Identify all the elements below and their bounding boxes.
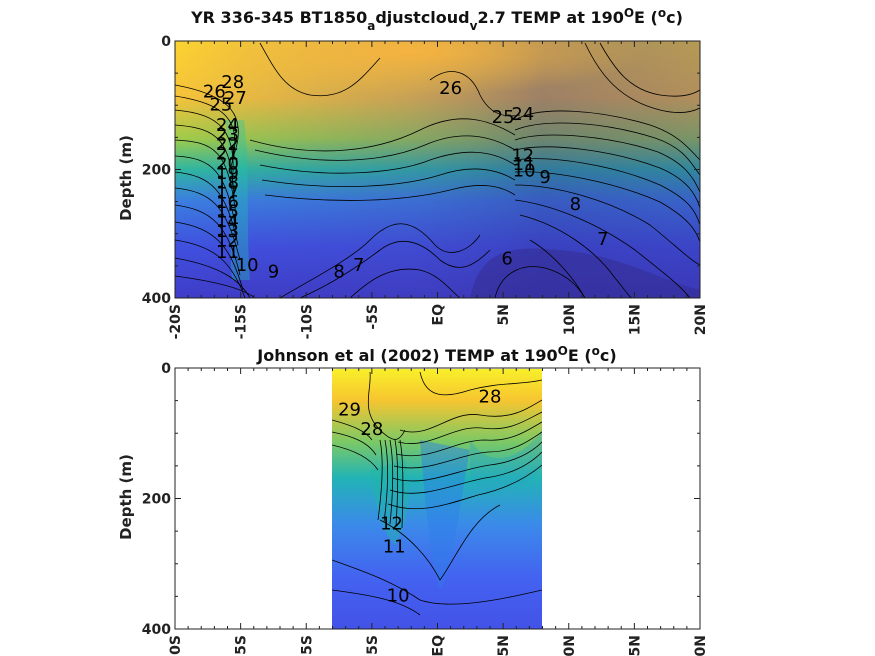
top-y-axis-label: Depth (m) xyxy=(117,135,135,221)
top-x-tick-label: -5S xyxy=(365,304,381,330)
top-colour-field xyxy=(175,41,700,298)
bottom-x-tick-label: 5S xyxy=(234,635,250,655)
bottom-x-tick-label: 5N xyxy=(496,635,512,656)
top-contour-label: 25 xyxy=(209,94,232,115)
top-contour-label: 23 xyxy=(216,124,239,145)
top-contour-label: 7 xyxy=(597,229,608,250)
bottom-x-tick-label: 5N xyxy=(627,635,643,656)
bottom-contour-label: 11 xyxy=(383,536,406,557)
bottom-x-tick-label: 0S xyxy=(168,635,184,655)
bottom-y-tick-label: 200 xyxy=(142,492,171,508)
top-contour-label: 8 xyxy=(570,194,581,215)
top-contour-label: 6 xyxy=(501,248,512,269)
bottom-contour-label: 28 xyxy=(360,419,383,440)
top-contour-label: 27 xyxy=(224,88,247,109)
top-contour-label: 13 xyxy=(216,221,239,242)
top-axis-ticks: -20S -15S -10S -5S EQ 5N 10N 15N 20N 0 200 400 xyxy=(142,34,709,339)
top-y-tick-label: 400 xyxy=(142,291,171,307)
bottom-axis-ticks: 0S 5S 5S 5S EQ 5N 0N 5N 0N 0 200 400 xyxy=(142,361,709,656)
top-x-tick-label: 10N xyxy=(562,304,578,335)
top-contour-label: 24 xyxy=(216,115,239,136)
top-contour-label: 16 xyxy=(216,192,239,213)
top-contour-label: 26 xyxy=(439,78,462,99)
bottom-x-tick-label: 0N xyxy=(562,635,578,656)
bottom-contour-label: 29 xyxy=(338,399,361,420)
bottom-y-tick-label: 0 xyxy=(161,361,171,377)
top-contour-label: 12 xyxy=(216,230,239,251)
bottom-x-tick-label: 5S xyxy=(299,635,315,655)
top-x-tick-label: -10S xyxy=(299,304,315,339)
top-contour-label: 7 xyxy=(353,255,364,276)
top-contour-label: 9 xyxy=(539,167,550,188)
top-panel: YR 336-345 BT1850adjustcloudv2.7 TEMP at… xyxy=(117,6,709,339)
top-contour-label: 28 xyxy=(221,72,244,93)
bottom-x-tick-label: 0N xyxy=(693,635,709,656)
top-contour-label: 15 xyxy=(216,202,239,223)
bottom-y-tick-label: 400 xyxy=(142,622,171,638)
bottom-chart-title: Johnson et al (2002) TEMP at 190OE (oc) xyxy=(256,344,616,365)
bottom-panel: Johnson et al (2002) TEMP at 190OE (oc) xyxy=(117,344,709,656)
bottom-contour-label: 28 xyxy=(479,386,502,407)
top-x-tick-label: -20S xyxy=(168,304,184,339)
top-contour-label: 22 xyxy=(216,134,239,155)
bottom-x-tick-label: EQ xyxy=(431,635,447,656)
top-contour-label: 18 xyxy=(216,173,239,194)
top-x-tick-label: 20N xyxy=(693,304,709,335)
bottom-x-tick-label: 5S xyxy=(365,635,381,655)
top-contour-lines xyxy=(175,42,700,298)
top-x-tick-label: 5N xyxy=(496,304,512,325)
top-contour-label: 9 xyxy=(268,261,279,282)
top-contour-label: 11 xyxy=(216,242,239,263)
top-contour-label: 26 xyxy=(203,81,226,102)
bottom-y-axis-label: Depth (m) xyxy=(117,454,135,540)
top-contour-label: 10 xyxy=(236,255,259,276)
bottom-colour-field xyxy=(332,369,542,629)
top-contour-label: 19 xyxy=(216,163,239,184)
top-contour-label: 12 xyxy=(511,146,534,167)
top-contour-label: 11 xyxy=(513,154,536,175)
top-x-tick-label: -15S xyxy=(234,304,250,339)
top-y-tick-label: 0 xyxy=(161,34,171,50)
top-contour-label: 8 xyxy=(333,261,344,282)
top-contour-label: 21 xyxy=(216,144,239,165)
top-chart-title: YR 336-345 BT1850adjustcloudv2.7 TEMP at… xyxy=(190,6,683,33)
top-contour-label: 20 xyxy=(216,153,239,174)
top-x-tick-label: 15N xyxy=(627,304,643,335)
top-x-tick-label: EQ xyxy=(431,304,447,326)
top-contour-label: 24 xyxy=(511,104,534,125)
top-contour-label: 17 xyxy=(216,182,239,203)
bottom-contour-lines xyxy=(332,371,542,616)
top-contour-label: 25 xyxy=(492,107,515,128)
top-contour-label: 10 xyxy=(513,160,536,181)
bottom-contour-label: 12 xyxy=(380,514,403,535)
top-y-tick-label: 200 xyxy=(142,163,171,179)
bottom-contour-label: 10 xyxy=(387,585,410,606)
top-contour-label: 14 xyxy=(216,211,239,232)
